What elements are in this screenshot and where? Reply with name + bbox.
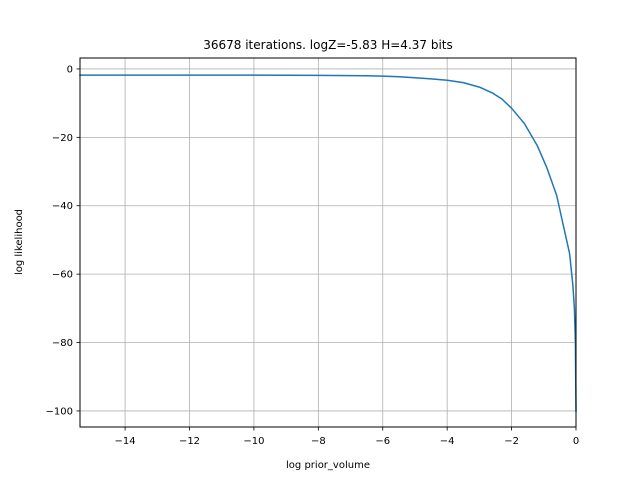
series-line — [79, 74, 577, 412]
x-tick-label: −14 — [115, 436, 136, 447]
plot-frame — [79, 57, 577, 428]
y-tick-label: −40 — [52, 201, 73, 212]
x-tick-label: −8 — [311, 436, 326, 447]
x-tick-label: −4 — [440, 436, 455, 447]
y-tick-label: −80 — [52, 338, 73, 349]
x-tick-label: 0 — [573, 436, 579, 447]
plot-area — [80, 58, 576, 427]
y-tick-label: −20 — [52, 133, 73, 144]
x-axis: −14 −12 −10 −8 −6 −4 −2 0 — [115, 427, 579, 447]
x-tick-label: −12 — [179, 436, 200, 447]
x-tick-label: −6 — [375, 436, 390, 447]
x-tick-label: −10 — [243, 436, 264, 447]
x-tick-label: −2 — [504, 436, 519, 447]
y-tick-label: 0 — [67, 64, 73, 75]
x-axis-label: log prior_volume — [286, 460, 370, 471]
y-axis-label: log likelihood — [14, 209, 25, 275]
series-layer — [79, 74, 577, 412]
chart-title: 36678 iterations. logZ=-5.83 H=4.37 bits — [203, 38, 453, 52]
y-axis: 0 −20 −40 −60 −80 −100 — [46, 64, 80, 417]
y-tick-label: −60 — [52, 270, 73, 281]
y-tick-label: −100 — [46, 406, 73, 417]
